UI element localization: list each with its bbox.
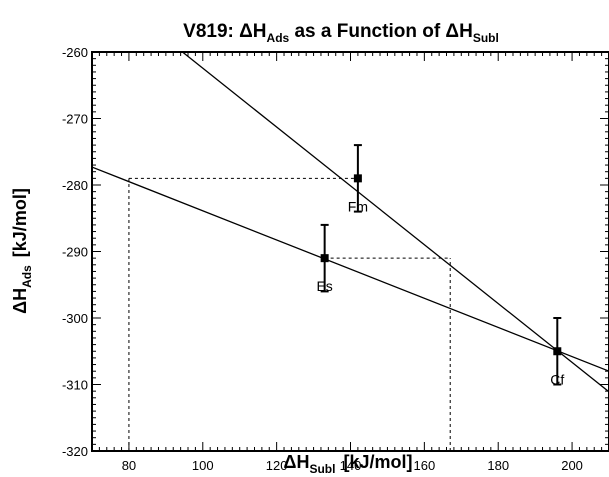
x-tick-labels: 80 100 120 140 160 180 200 bbox=[122, 458, 583, 473]
x-axis-label: ΔHSubl [kJ/mol] bbox=[284, 452, 413, 476]
data-point-fm: Fm bbox=[348, 144, 368, 214]
y-tick-label: -300 bbox=[62, 311, 88, 326]
x-tick-label: 180 bbox=[487, 458, 509, 473]
fit-line bbox=[92, 166, 609, 372]
point-label: Fm bbox=[348, 198, 368, 214]
axis-ticks bbox=[91, 51, 609, 452]
y-tick-label: -270 bbox=[62, 112, 88, 127]
point-marker bbox=[553, 347, 562, 356]
y-tick-label: -280 bbox=[62, 178, 88, 193]
plot-frame bbox=[91, 51, 609, 452]
y-tick-label: -320 bbox=[62, 444, 88, 459]
chart-title: V819: ΔHAds as a Function of ΔHSubl bbox=[183, 21, 499, 45]
plot-area: Es Fm Cf bbox=[91, 51, 609, 452]
x-tick-label: 80 bbox=[122, 458, 136, 473]
y-tick-labels: -320 -310 -300 -290 -280 -270 -260 bbox=[62, 45, 88, 459]
point-marker bbox=[353, 174, 362, 183]
x-tick-label: 120 bbox=[266, 458, 288, 473]
y-tick-label: -260 bbox=[62, 45, 88, 60]
fit-line bbox=[182, 52, 609, 393]
y-tick-label: -290 bbox=[62, 245, 88, 260]
data-point-cf: Cf bbox=[550, 317, 564, 387]
x-tick-label: 160 bbox=[414, 458, 436, 473]
y-axis-label: ΔHAds[kJ/mol] bbox=[10, 188, 34, 314]
reference-lines bbox=[128, 177, 451, 451]
y-tick-label: -310 bbox=[62, 378, 88, 393]
x-tick-label: 100 bbox=[192, 458, 214, 473]
point-marker bbox=[320, 254, 329, 263]
x-tick-label: 140 bbox=[340, 458, 362, 473]
x-tick-label: 200 bbox=[561, 458, 583, 473]
point-label: Es bbox=[316, 278, 332, 294]
fit-lines bbox=[92, 52, 609, 393]
data-point-es: Es bbox=[316, 223, 333, 294]
data-points: Es Fm Cf bbox=[316, 144, 564, 387]
point-label: Cf bbox=[550, 371, 564, 387]
